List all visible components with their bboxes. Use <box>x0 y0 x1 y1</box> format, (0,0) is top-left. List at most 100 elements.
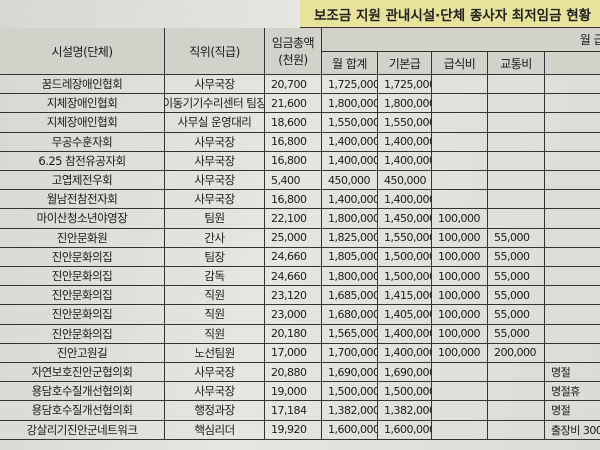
group-header: 월 급 <box>545 28 600 52</box>
table-cell: 진안문화의집 <box>0 324 165 344</box>
table-cell: 100,000 <box>432 209 488 229</box>
table-cell: 1,725,000 <box>322 75 378 95</box>
table-cell: 23,120 <box>265 286 322 306</box>
table-cell: 1,600,000 <box>378 420 432 440</box>
table-cell: 무공수훈자회 <box>0 132 165 152</box>
table-cell <box>488 382 545 402</box>
table-cell: 55,000 <box>488 286 545 306</box>
table-cell: 17,184 <box>265 401 322 421</box>
table-cell: 1,400,000 <box>322 151 378 171</box>
table-cell: 이동기기수리센터 팀장 <box>165 94 265 114</box>
table-cell <box>432 363 488 383</box>
table-cell: 1,685,000 <box>322 286 378 306</box>
table-cell <box>545 305 600 325</box>
table-cell: 22,100 <box>265 209 322 229</box>
table-cell <box>545 75 600 95</box>
column-header: 월 합계 <box>322 52 378 75</box>
table-cell: 1,550,000 <box>378 228 432 248</box>
table-cell <box>488 401 545 421</box>
table-cell: 1,800,000 <box>322 267 378 287</box>
table-cell: 20,180 <box>265 324 322 344</box>
table-cell: 20,700 <box>265 75 322 95</box>
table-cell <box>488 94 545 114</box>
table-cell: 100,000 <box>432 267 488 287</box>
table-cell <box>432 420 488 440</box>
table-cell: 직원 <box>165 305 265 325</box>
table-cell: 명절 <box>545 363 600 383</box>
table-cell <box>432 113 488 133</box>
table-cell: 팀장 <box>165 247 265 267</box>
table-cell: 1,400,000 <box>322 132 378 152</box>
table-cell: 55,000 <box>488 228 545 248</box>
table-cell <box>545 209 600 229</box>
table-cell <box>545 152 600 171</box>
table-cell <box>545 113 600 133</box>
table-cell: 1,800,000 <box>322 209 378 229</box>
table-cell: 핵심리더 <box>165 420 265 440</box>
table-cell <box>488 151 545 171</box>
table-cell: 1,382,000 <box>322 401 378 421</box>
table-cell: 사무국장 <box>165 151 265 171</box>
table-cell <box>545 325 600 344</box>
table-cell: 24,660 <box>265 247 322 267</box>
table-cell: 직원 <box>165 286 265 306</box>
column-header: 임금총액 (천원) <box>265 28 322 75</box>
table-cell: 1,400,000 <box>378 151 432 171</box>
table-cell <box>488 420 545 440</box>
table-cell: 100,000 <box>432 286 488 306</box>
table-cell <box>488 171 545 191</box>
table-cell <box>545 171 600 191</box>
table-cell: 명절휴 <box>545 382 600 402</box>
column-header: 시설명(단체) <box>0 28 165 75</box>
table-cell: 16,800 <box>265 151 322 171</box>
table-cell: 강살리기진안군네트워크 <box>0 420 165 440</box>
table-cell <box>432 171 488 191</box>
column-header <box>545 52 600 75</box>
table-cell: 1,565,000 <box>322 324 378 344</box>
table-cell: 19,000 <box>265 382 322 402</box>
table-cell: 간사 <box>165 228 265 248</box>
table-cell: 100,000 <box>432 305 488 325</box>
table-cell: 사무국장 <box>165 363 265 383</box>
table-cell: 1,415,000 <box>378 286 432 306</box>
table-cell: 사무국장 <box>165 132 265 152</box>
table-cell: 고엽제전우회 <box>0 171 165 191</box>
table-cell: 450,000 <box>378 171 432 191</box>
table-cell: 450,000 <box>322 171 378 191</box>
table-cell: 1,400,000 <box>322 190 378 210</box>
table-cell: 1,600,000 <box>322 420 378 440</box>
table-cell: 1,450,000 <box>378 209 432 229</box>
table-cell: 1,550,000 <box>322 113 378 133</box>
table-cell <box>432 151 488 171</box>
table-cell: 100,000 <box>432 324 488 344</box>
table-cell: 55,000 <box>488 324 545 344</box>
table-cell <box>488 190 545 210</box>
table-cell <box>545 267 600 287</box>
column-header: 기본급 <box>378 52 432 75</box>
table-cell: 사무국장 <box>165 382 265 402</box>
table-cell: 지체장애인협회 <box>0 113 165 133</box>
table-cell: 1,500,000 <box>322 382 378 402</box>
table-cell: 100,000 <box>432 247 488 267</box>
table-cell: 6.25 참전유공자회 <box>0 151 165 171</box>
column-header: 직위(직급) <box>165 28 265 75</box>
table-cell <box>545 229 600 248</box>
table-cell: 진안고원길 <box>0 343 165 363</box>
table-cell: 19,920 <box>265 420 322 440</box>
table-cell: 행정과장 <box>165 401 265 421</box>
table-cell: 100,000 <box>432 343 488 363</box>
table-cell <box>488 132 545 152</box>
table-cell: 팀원 <box>165 209 265 229</box>
table-cell <box>488 209 545 229</box>
table-cell: 16,800 <box>265 132 322 152</box>
table-cell <box>545 190 600 210</box>
table-cell: 1,805,000 <box>322 247 378 267</box>
table-cell: 1,405,000 <box>378 305 432 325</box>
table-cell: 진안문화의집 <box>0 305 165 325</box>
table-cell <box>545 248 600 267</box>
table-cell <box>488 113 545 133</box>
table-cell: 마이산청소년야영장 <box>0 209 165 229</box>
table-cell <box>432 382 488 402</box>
table-cell: 23,000 <box>265 305 322 325</box>
